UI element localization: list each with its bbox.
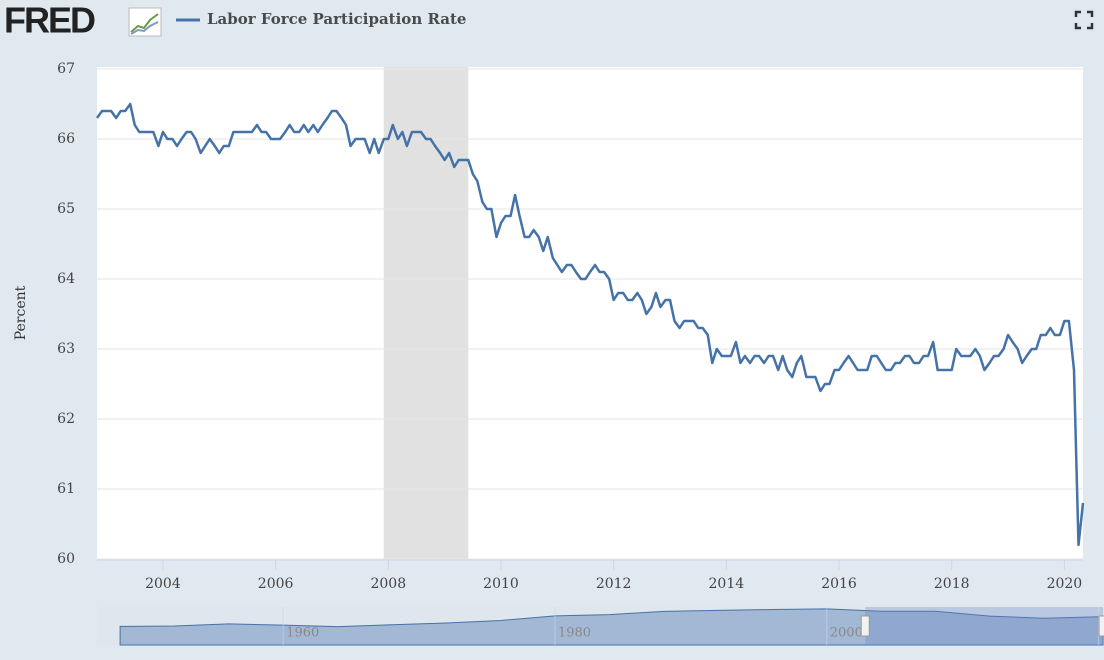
plot-area: [97, 67, 1083, 560]
y-tick-label: 67: [57, 61, 75, 77]
navigator-handle[interactable]: [1098, 615, 1104, 637]
x-tick-label: 2010: [483, 576, 519, 592]
x-tick-label: 2006: [258, 576, 294, 592]
y-tick-label: 65: [57, 201, 75, 217]
y-tick-label: 61: [57, 481, 75, 497]
y-axis-label: Percent: [13, 285, 29, 340]
navigator-tick-label: 1980: [558, 626, 591, 641]
logo-icon: [128, 7, 162, 37]
navigator-tick-label: 1960: [286, 626, 319, 641]
y-tick-label: 62: [57, 411, 75, 427]
y-tick-label: 64: [57, 271, 75, 287]
fullscreen-icon[interactable]: [1074, 10, 1094, 30]
navigator-handle[interactable]: [860, 615, 870, 637]
data-line: [95, 102, 1085, 547]
x-tick-label: 2018: [934, 576, 970, 592]
y-tick-label: 60: [57, 551, 75, 567]
y-tick-label: 63: [57, 341, 75, 357]
x-tick-label: 2004: [145, 576, 181, 592]
x-tick-label: 2016: [821, 576, 857, 592]
recession-band: [383, 67, 469, 560]
x-tick-label: 2014: [709, 576, 745, 592]
x-tick-label: 2020: [1047, 576, 1083, 592]
legend-label: Labor Force Participation Rate: [207, 10, 466, 28]
navigator-tick-label: 2000: [830, 626, 863, 641]
y-tick-label: 66: [57, 131, 75, 147]
navigator-selection[interactable]: [865, 607, 1104, 645]
x-tick-label: 2008: [370, 576, 406, 592]
x-tick-label: 2012: [596, 576, 632, 592]
logo: FRED: [4, 0, 95, 41]
